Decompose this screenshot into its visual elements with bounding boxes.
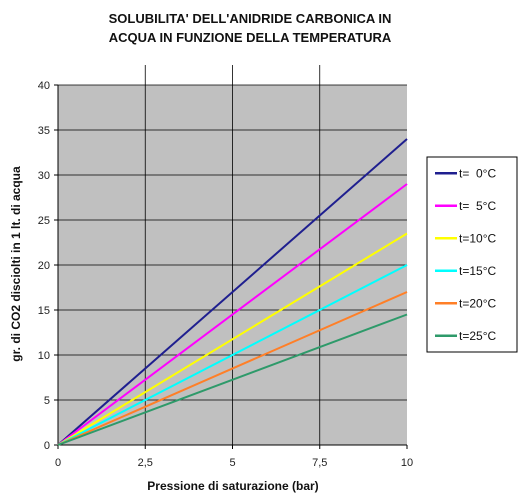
x-tick-label: 5 bbox=[229, 457, 235, 469]
series-line bbox=[57, 183, 408, 446]
x-tick-label: 7,5 bbox=[312, 457, 327, 469]
series-line bbox=[57, 138, 408, 446]
legend-entry-label: t=15°C bbox=[459, 264, 496, 278]
chart-title-line-1: SOLUBILITA' DELL'ANIDRIDE CARBONICA IN bbox=[109, 11, 392, 26]
x-tick-label: 10 bbox=[401, 457, 413, 469]
legend-entry-label: t=20°C bbox=[459, 296, 496, 310]
y-tick-label: 20 bbox=[38, 260, 50, 272]
series-line bbox=[57, 291, 408, 446]
y-tick-label: 15 bbox=[38, 305, 50, 317]
legend-entry-label: t= 5°C bbox=[459, 199, 496, 213]
y-tick-label: 40 bbox=[38, 80, 50, 92]
legend-entry-label: t=25°C bbox=[459, 329, 496, 343]
y-tick-label: 10 bbox=[38, 350, 50, 362]
y-tick-label: 0 bbox=[44, 440, 50, 452]
series-line bbox=[57, 313, 408, 446]
chart-title-line-2: ACQUA IN FUNZIONE DELLA TEMPERATURA bbox=[109, 30, 392, 45]
legend: t= 0°C t= 5°C t=10°C t=15°C t=20°C t=25°C bbox=[426, 156, 518, 353]
legend-entry-label: t= 0°C bbox=[459, 166, 496, 180]
legend-box bbox=[426, 156, 518, 353]
legend-entry-label: t=10°C bbox=[459, 231, 496, 245]
x-tick-label: 0 bbox=[55, 457, 61, 469]
x-axis-label: Pressione di saturazione (bar) bbox=[147, 479, 318, 493]
series-line bbox=[57, 264, 408, 446]
y-tick-label: 30 bbox=[38, 170, 50, 182]
y-axis-label: gr. di CO2 disciolti in 1 lt. di acqua bbox=[9, 166, 23, 362]
y-tick-label: 25 bbox=[38, 215, 50, 227]
y-tick-label: 5 bbox=[44, 395, 50, 407]
series-line bbox=[57, 232, 408, 446]
plot-area: 0 5 10 15 20 25 30 35 40 0 2,5 5 7,5 10 bbox=[38, 65, 413, 469]
x-tick-label: 2,5 bbox=[138, 457, 153, 469]
y-tick-label: 35 bbox=[38, 125, 50, 137]
